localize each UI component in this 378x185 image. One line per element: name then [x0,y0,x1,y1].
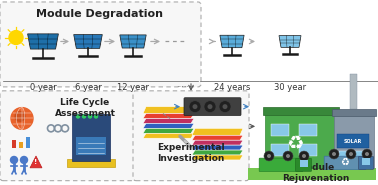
FancyBboxPatch shape [133,91,249,181]
Polygon shape [30,156,42,168]
Bar [339,151,367,163]
Bar [19,142,23,148]
Text: Module
Rejuvenation: Module Rejuvenation [282,163,350,183]
Circle shape [302,154,306,158]
Polygon shape [143,118,194,123]
Circle shape [189,101,201,112]
Circle shape [76,115,79,118]
Polygon shape [192,135,243,140]
Circle shape [219,101,231,112]
Circle shape [204,101,216,112]
Polygon shape [192,128,243,135]
Circle shape [11,157,17,163]
Circle shape [15,112,25,121]
FancyBboxPatch shape [0,91,136,181]
Polygon shape [220,35,244,48]
Circle shape [329,149,339,159]
Bar [300,160,308,167]
Bar [271,124,289,136]
Text: ♻: ♻ [286,134,304,153]
Text: !: ! [34,159,38,165]
Polygon shape [192,140,243,145]
Polygon shape [143,114,194,118]
Polygon shape [192,150,243,155]
Bar [334,114,374,168]
Circle shape [94,115,98,118]
Circle shape [11,108,33,129]
Circle shape [20,157,28,163]
Bar [362,158,370,165]
Bar [265,112,337,168]
Text: 24 years: 24 years [214,83,250,92]
Circle shape [192,104,197,109]
Circle shape [82,115,85,118]
Text: SOLAR: SOLAR [344,139,362,144]
Circle shape [346,149,356,159]
Text: 30 year: 30 year [274,83,306,92]
Polygon shape [28,34,58,49]
Bar [26,137,30,148]
Polygon shape [143,128,194,133]
Bar [299,144,317,156]
Text: ·······: ······· [176,83,194,92]
Text: Module Degradation: Module Degradation [37,9,164,19]
FancyBboxPatch shape [358,157,373,169]
Circle shape [208,104,212,109]
Bar [332,109,376,115]
Bar [248,168,376,180]
Circle shape [9,31,23,44]
Circle shape [283,151,293,161]
Polygon shape [143,123,194,128]
Bar [350,74,357,109]
Polygon shape [192,145,243,150]
Circle shape [332,152,336,156]
Text: Experimental
Investigation: Experimental Investigation [157,143,225,163]
Bar [337,134,369,148]
Circle shape [362,149,372,159]
Circle shape [223,104,228,109]
Polygon shape [143,107,194,114]
Bar [67,159,115,167]
Circle shape [349,152,353,156]
Polygon shape [279,36,301,47]
Polygon shape [192,155,243,160]
FancyBboxPatch shape [259,158,303,172]
Bar [299,124,317,136]
Bar [12,140,16,148]
Text: 12 year: 12 year [117,83,149,92]
Bar [76,137,106,155]
Circle shape [365,152,369,156]
Circle shape [267,154,271,158]
Text: 0 year: 0 year [29,83,56,92]
FancyBboxPatch shape [296,159,311,171]
Bar [263,107,339,115]
Bar [271,144,289,156]
Circle shape [88,115,91,118]
Polygon shape [143,133,194,138]
FancyBboxPatch shape [184,98,241,115]
Circle shape [299,151,309,161]
Text: ♻: ♻ [341,157,349,167]
Circle shape [264,151,274,161]
FancyBboxPatch shape [0,2,201,87]
Circle shape [286,154,290,158]
Polygon shape [74,35,102,48]
Text: Life Cycle
Assessment: Life Cycle Assessment [54,97,116,118]
Text: 6 year: 6 year [74,83,101,92]
Polygon shape [120,35,146,48]
Bar [72,114,110,161]
FancyBboxPatch shape [324,156,366,170]
